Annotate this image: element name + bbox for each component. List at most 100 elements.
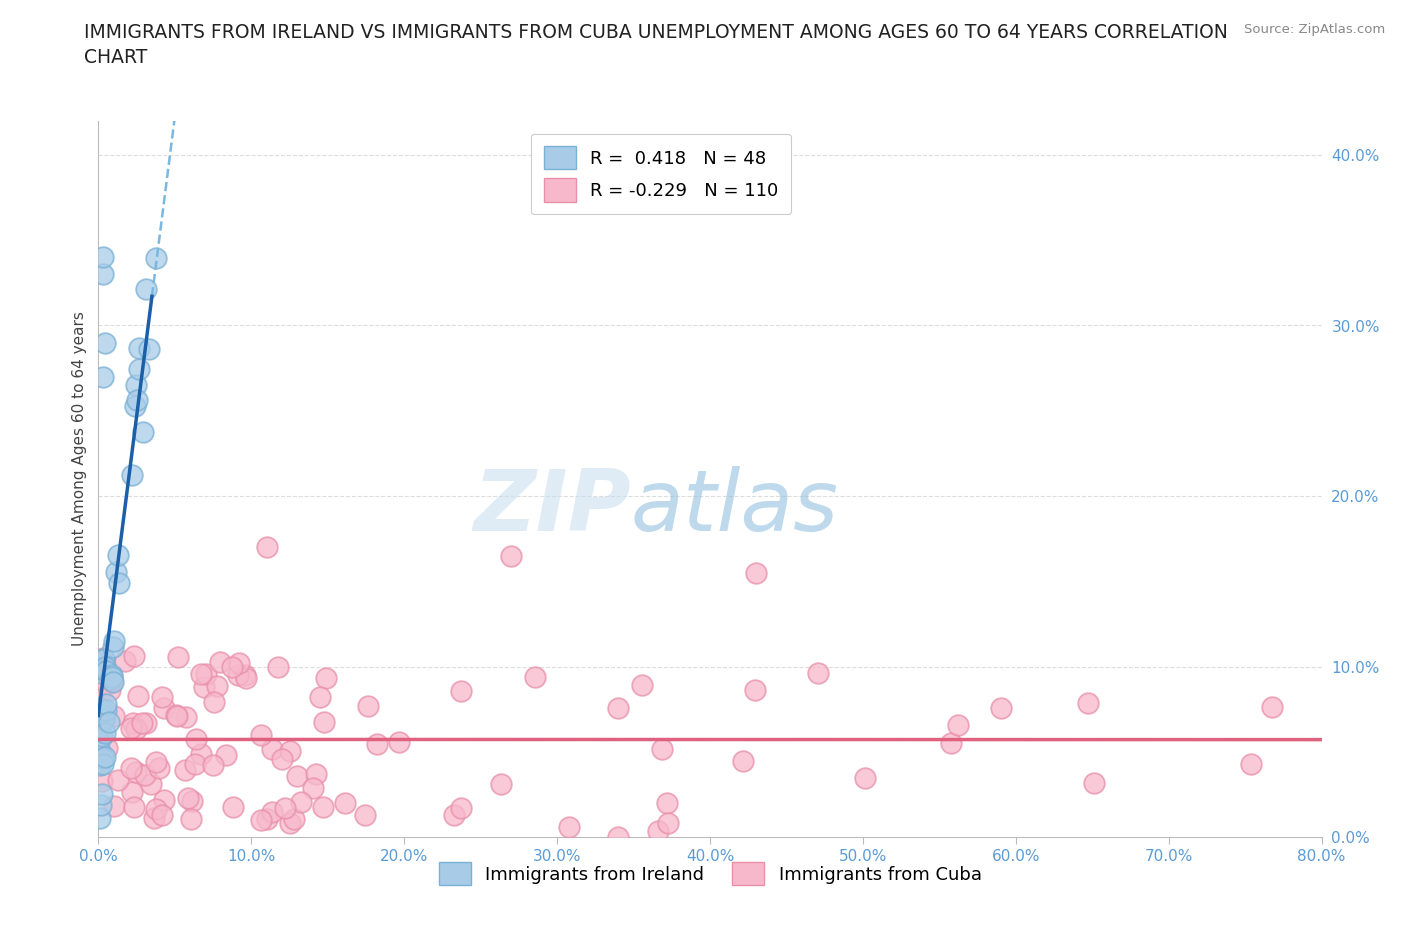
Point xyxy=(305,766,328,781)
Point xyxy=(98,715,121,730)
Point xyxy=(89,757,111,772)
Point xyxy=(946,718,969,733)
Point xyxy=(807,666,830,681)
Point xyxy=(655,795,678,810)
Point xyxy=(90,774,112,789)
Point xyxy=(990,700,1012,715)
Point xyxy=(489,777,512,791)
Point xyxy=(195,666,218,681)
Point xyxy=(94,697,117,711)
Point xyxy=(98,671,121,686)
Point xyxy=(103,675,125,690)
Point xyxy=(290,794,312,809)
Point xyxy=(127,392,149,407)
Point xyxy=(744,683,766,698)
Point xyxy=(271,752,294,767)
Point xyxy=(209,654,232,669)
Point xyxy=(249,813,271,828)
Point xyxy=(207,678,229,693)
Point xyxy=(145,754,167,769)
Point xyxy=(190,666,212,681)
Point xyxy=(107,773,129,788)
Point xyxy=(139,777,162,791)
Point xyxy=(190,747,212,762)
Point xyxy=(100,667,122,682)
Point xyxy=(107,548,129,563)
Point xyxy=(233,668,256,683)
Point xyxy=(103,709,125,724)
Point xyxy=(93,335,115,350)
Point xyxy=(91,665,114,680)
Point xyxy=(90,728,112,743)
Point xyxy=(100,671,122,686)
Point xyxy=(1076,696,1098,711)
Point xyxy=(93,651,115,666)
Point xyxy=(450,684,472,698)
Point xyxy=(366,737,388,751)
Point xyxy=(193,679,215,694)
Point xyxy=(89,717,111,732)
Point xyxy=(91,711,114,726)
Point xyxy=(94,664,117,679)
Point xyxy=(98,683,121,698)
Point xyxy=(91,702,114,717)
Point xyxy=(174,710,197,724)
Point xyxy=(125,764,148,779)
Point xyxy=(501,549,523,564)
Point xyxy=(120,721,142,736)
Point xyxy=(283,811,305,826)
Point xyxy=(138,342,160,357)
Legend: Immigrants from Ireland, Immigrants from Cuba: Immigrants from Ireland, Immigrants from… xyxy=(432,855,988,893)
Point xyxy=(1083,776,1105,790)
Point xyxy=(235,671,257,685)
Point xyxy=(135,715,157,730)
Point xyxy=(134,768,156,783)
Point xyxy=(125,722,148,737)
Point xyxy=(222,800,245,815)
Point xyxy=(89,686,111,701)
Point xyxy=(853,771,876,786)
Text: Source: ZipAtlas.com: Source: ZipAtlas.com xyxy=(1244,23,1385,36)
Point xyxy=(357,698,380,713)
Point xyxy=(167,649,190,664)
Y-axis label: Unemployment Among Ages 60 to 64 years: Unemployment Among Ages 60 to 64 years xyxy=(72,312,87,646)
Point xyxy=(105,565,128,579)
Text: atlas: atlas xyxy=(630,466,838,549)
Point xyxy=(651,741,673,756)
Point xyxy=(312,799,335,814)
Point xyxy=(131,715,153,730)
Point xyxy=(90,707,112,722)
Point xyxy=(745,565,768,580)
Point xyxy=(91,650,114,665)
Point xyxy=(94,725,117,740)
Point xyxy=(285,768,308,783)
Point xyxy=(103,799,125,814)
Point xyxy=(121,468,143,483)
Point xyxy=(150,808,173,823)
Point xyxy=(388,735,411,750)
Point xyxy=(153,701,176,716)
Point xyxy=(145,251,167,266)
Point xyxy=(278,816,301,830)
Point xyxy=(353,808,375,823)
Point xyxy=(91,756,114,771)
Point xyxy=(333,795,356,810)
Point xyxy=(657,815,679,830)
Point xyxy=(176,790,198,805)
Point xyxy=(180,793,202,808)
Point xyxy=(89,744,111,759)
Point xyxy=(607,700,630,715)
Point xyxy=(148,760,170,775)
Text: ZIP: ZIP xyxy=(472,466,630,549)
Point xyxy=(91,751,114,765)
Point xyxy=(256,539,278,554)
Point xyxy=(228,656,250,671)
Point xyxy=(314,715,336,730)
Point xyxy=(165,708,187,723)
Point xyxy=(96,677,118,692)
Point xyxy=(180,811,202,826)
Point xyxy=(100,670,122,684)
Point xyxy=(274,801,297,816)
Point xyxy=(262,742,284,757)
Point xyxy=(733,754,755,769)
